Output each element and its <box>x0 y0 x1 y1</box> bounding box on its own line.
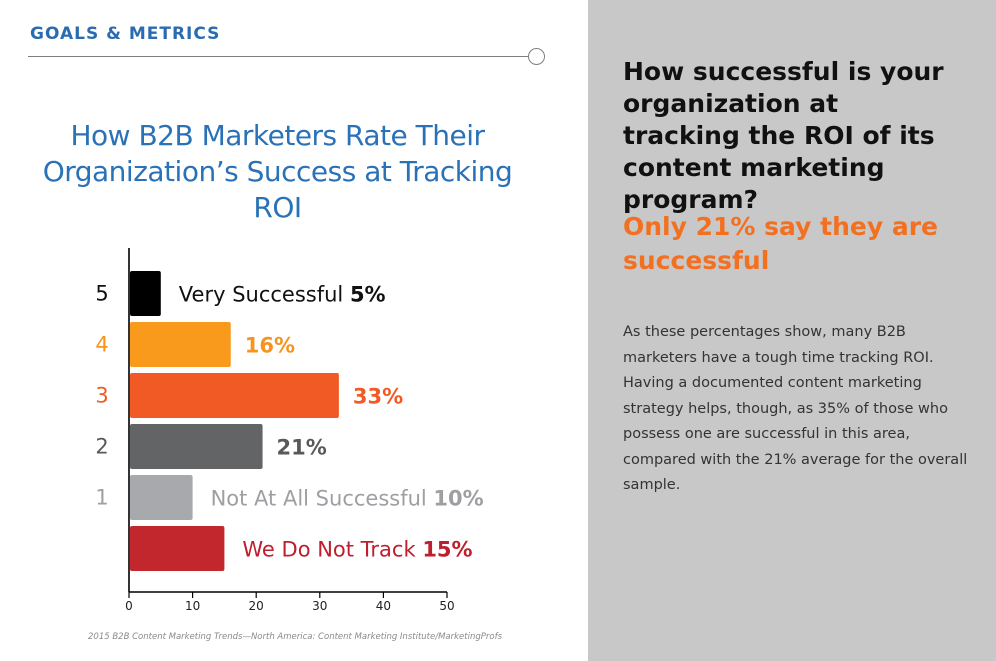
bar <box>130 475 193 520</box>
value-label: 33% <box>353 385 403 409</box>
header-divider <box>28 56 530 57</box>
bar <box>130 424 263 469</box>
rank-label: 2 <box>95 435 108 459</box>
sidebar-question: How successful is your organization at t… <box>623 57 944 214</box>
section-label: GOALS & METRICS <box>30 24 221 44</box>
bar <box>130 373 339 418</box>
x-tick-label: 30 <box>312 599 327 613</box>
category-label: Not At All Successful <box>211 487 434 511</box>
value-label: 21% <box>277 436 327 460</box>
x-tick-label: 10 <box>185 599 200 613</box>
sidebar-answer: Only 21% say they are successful <box>623 212 939 275</box>
bar-label: We Do Not Track 15% <box>242 538 472 562</box>
bar-label: Not At All Successful 10% <box>211 487 484 511</box>
rank-label: 4 <box>95 333 108 357</box>
source-note: 2015 B2B Content Marketing Trends—North … <box>88 632 502 642</box>
x-tick-label: 50 <box>439 599 454 613</box>
rank-label: 1 <box>95 486 108 510</box>
sidebar-body: As these percentages show, many B2B mark… <box>623 324 968 493</box>
chart-title: How B2B Marketers Rate Their Organizatio… <box>42 119 513 224</box>
bar-label: 16% <box>245 334 295 358</box>
bar-label: Very Successful 5% <box>179 283 386 307</box>
rank-label: 3 <box>95 384 108 408</box>
bar-chart: 0 10 20 30 40 50 5 Very Successful 5% 4 16% 3 33% 2 2… <box>95 248 484 613</box>
value-label: 5% <box>350 283 386 307</box>
x-tick-label: 0 <box>125 599 133 613</box>
bar <box>130 526 225 571</box>
bar <box>130 322 231 367</box>
value-label: 10% <box>433 487 483 511</box>
bar-label: 21% <box>277 436 327 460</box>
value-label: 16% <box>245 334 295 358</box>
category-label: We Do Not Track <box>242 538 422 562</box>
x-tick-label: 20 <box>249 599 264 613</box>
category-label: Very Successful <box>179 283 350 307</box>
x-tick-label: 40 <box>376 599 391 613</box>
value-label: 15% <box>422 538 472 562</box>
chart-panel: GOALS & METRICS How B2B Marketers Rate T… <box>28 24 545 642</box>
sidebar-panel <box>588 0 996 661</box>
divider-circle-icon <box>528 48 545 65</box>
bar <box>130 271 161 316</box>
bar-label: 33% <box>353 385 403 409</box>
rank-label: 5 <box>95 282 108 306</box>
